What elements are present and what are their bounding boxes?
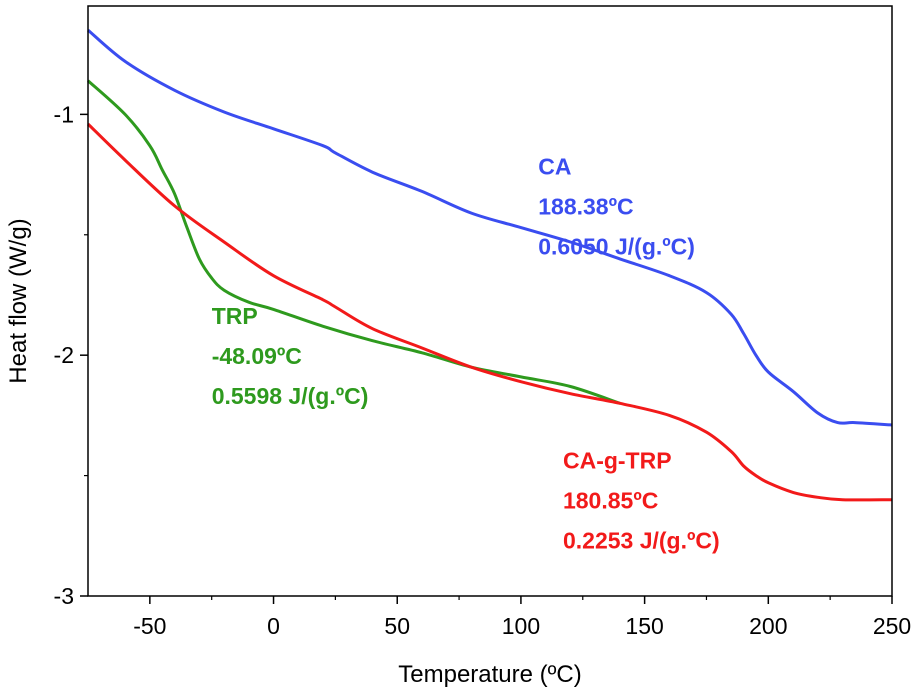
- y-tick-label: -3: [54, 583, 74, 609]
- annotation-ca-line-2: 188.38ºC: [538, 194, 633, 220]
- y-tick-label: -2: [54, 342, 74, 368]
- x-tick-label: 150: [625, 613, 663, 639]
- x-tick-label: -50: [133, 613, 166, 639]
- y-tick-label: -1: [54, 101, 74, 127]
- series-line-ca-g-trp: [86, 122, 893, 502]
- axis-ticks: -50 0 50 100 150 200 250 -1 -2 -3: [54, 101, 912, 639]
- annotation-ca-g-trp-line-2: 180.85ºC: [563, 487, 658, 513]
- series-line-ca: [87, 28, 893, 427]
- annotation-trp-line-2: -48.09ºC: [212, 343, 302, 369]
- x-tick-label: 50: [384, 613, 410, 639]
- plot-frame: [87, 5, 893, 597]
- x-tick-label: 100: [502, 613, 540, 639]
- annotation-trp-line-1: TRP: [212, 303, 258, 329]
- x-axis-title: Temperature (ºC): [398, 661, 581, 688]
- annotation-ca-line-1: CA: [538, 154, 571, 180]
- y-axis-title: Heat flow (W/g): [5, 218, 32, 383]
- annotation-trp-line-3: 0.5598 J/(g.ºC): [212, 383, 369, 409]
- annotation-ca-line-3: 0.6050 J/(g.ºC): [538, 234, 695, 260]
- annotation-ca-g-trp-line-1: CA-g-TRP: [563, 447, 672, 473]
- x-tick-label: 0: [267, 613, 280, 639]
- annotation-ca-g-trp-line-3: 0.2253 J/(g.ºC): [563, 527, 720, 553]
- x-tick-label: 200: [749, 613, 787, 639]
- series-lines: [86, 28, 893, 502]
- series-annotations: CA 188.38ºC 0.6050 J/(g.ºC) TRP -48.09ºC 0.55…: [212, 154, 720, 554]
- x-tick-label: 250: [873, 613, 911, 639]
